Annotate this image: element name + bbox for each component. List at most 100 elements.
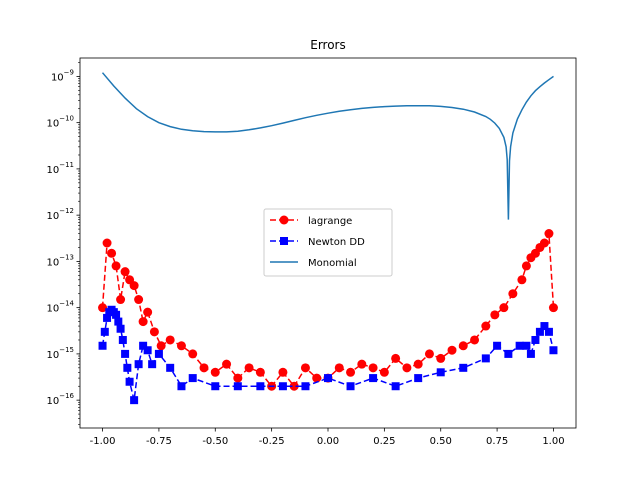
data-point — [102, 238, 112, 248]
x-tick-label: -0.75 — [146, 436, 172, 447]
data-point — [98, 341, 107, 350]
data-point — [278, 367, 288, 377]
data-point — [357, 359, 367, 369]
data-point — [112, 310, 121, 319]
data-point — [544, 327, 553, 336]
data-point — [504, 349, 513, 358]
data-point — [517, 275, 527, 285]
y-tick-label: 10−10 — [46, 115, 74, 130]
data-point — [548, 303, 558, 313]
data-point — [369, 374, 378, 383]
data-point — [120, 267, 130, 277]
series-lagrange — [98, 229, 558, 391]
x-tick-label: 0.00 — [317, 436, 339, 447]
plot-area — [98, 72, 558, 405]
y-tick-label: 10−11 — [46, 161, 74, 176]
chart-title: Errors — [310, 38, 346, 52]
data-point — [413, 359, 423, 369]
y-tick-label: 10−9 — [51, 68, 74, 83]
y-tick-label: 10−14 — [46, 300, 74, 315]
data-point — [222, 359, 232, 369]
data-point — [103, 313, 112, 322]
legend-marker — [280, 237, 288, 245]
data-point — [244, 363, 254, 373]
x-tick-label: 0.25 — [373, 436, 395, 447]
legend-entry-newton-dd: Newton DD — [270, 237, 365, 248]
data-point — [118, 335, 127, 344]
data-point — [156, 341, 166, 351]
data-point — [129, 281, 139, 291]
legend-label: Monomial — [308, 258, 357, 269]
data-point — [490, 310, 500, 320]
data-point — [544, 229, 554, 239]
data-point — [334, 363, 344, 373]
data-point — [424, 349, 434, 359]
data-point — [549, 346, 558, 355]
data-point — [470, 335, 480, 345]
y-tick-label: 10−16 — [46, 392, 74, 407]
data-point — [111, 261, 121, 271]
data-point — [130, 396, 139, 405]
data-point — [540, 322, 549, 331]
y-tick-label: 10−15 — [46, 346, 74, 361]
data-point — [526, 349, 535, 358]
legend-label: lagrange — [308, 216, 352, 227]
series-line — [101, 72, 554, 220]
data-point — [165, 335, 175, 345]
data-point — [138, 317, 148, 327]
data-point — [300, 363, 310, 373]
data-point — [402, 363, 412, 373]
data-point — [143, 346, 152, 355]
legend-entry-monomial: Monomial — [270, 258, 357, 269]
data-point — [539, 238, 549, 248]
data-point — [278, 382, 287, 391]
data-point — [134, 360, 143, 369]
x-tick-label: 0.50 — [430, 436, 452, 447]
data-point — [199, 363, 209, 373]
series-newton-dd — [98, 305, 558, 405]
data-point — [148, 360, 157, 369]
y-tick-label: 10−12 — [46, 207, 74, 222]
data-point — [114, 317, 123, 326]
data-point — [107, 248, 117, 258]
data-point — [289, 381, 299, 391]
data-point — [521, 261, 531, 271]
data-point — [379, 367, 389, 377]
x-tick-label: 1.00 — [542, 436, 564, 447]
data-point — [121, 349, 130, 358]
x-tick-label: -0.50 — [202, 436, 228, 447]
data-point — [391, 382, 400, 391]
data-point — [508, 289, 518, 299]
data-point — [324, 374, 332, 383]
data-point — [188, 349, 198, 359]
data-point — [312, 373, 322, 383]
data-point — [436, 353, 446, 363]
data-point — [116, 295, 126, 305]
data-point — [154, 349, 163, 358]
data-point — [134, 295, 144, 305]
data-point — [255, 367, 265, 377]
data-point — [499, 303, 509, 313]
data-point — [166, 363, 175, 372]
data-point — [233, 382, 242, 391]
data-point — [535, 327, 544, 336]
legend: lagrange Newton DD Monomial — [263, 208, 393, 277]
data-point — [301, 382, 310, 391]
data-point — [123, 363, 132, 372]
x-tick-label: -1.00 — [90, 436, 116, 447]
x-axis: -1.00 -0.75 -0.50 -0.25 0.00 0.25 0.50 0.75 1.00 — [90, 428, 565, 447]
data-point — [414, 374, 423, 383]
data-point — [98, 303, 108, 313]
data-point — [116, 324, 125, 333]
legend-label: Newton DD — [308, 237, 365, 248]
data-point — [515, 341, 524, 350]
data-point — [100, 327, 109, 336]
data-point — [233, 373, 243, 383]
data-point — [481, 354, 490, 363]
data-point — [256, 382, 265, 391]
data-point — [391, 353, 401, 363]
data-point — [447, 345, 457, 355]
data-point — [177, 382, 186, 391]
x-tick-label: 0.75 — [486, 436, 508, 447]
